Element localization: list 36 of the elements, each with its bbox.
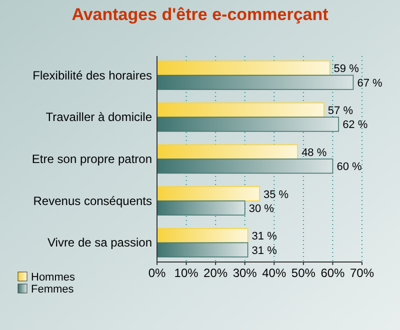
data-label: 31 % xyxy=(252,244,278,257)
x-tick-label: 50% xyxy=(291,266,316,280)
x-tick-label: 10% xyxy=(174,266,199,280)
y-tick-label: Travailler à domicile xyxy=(46,110,152,124)
chart-title: Avantages d'être e-commerçant xyxy=(72,5,329,24)
bar xyxy=(156,102,324,118)
data-label: 48 % xyxy=(302,146,327,159)
y-tick-label: Vivre de sa passion xyxy=(47,236,152,250)
y-tick-label: Etre son propre patron xyxy=(32,152,152,166)
bar xyxy=(156,74,354,90)
bar xyxy=(156,116,339,132)
x-tick-label: 30% xyxy=(232,266,258,280)
bar xyxy=(156,228,248,244)
bar xyxy=(156,242,248,258)
y-tick-label: Revenus conséquents xyxy=(33,194,152,208)
bar xyxy=(156,158,334,174)
bar xyxy=(156,60,330,76)
bar xyxy=(156,144,298,160)
data-label: 62 % xyxy=(342,119,368,132)
x-tick-label: 20% xyxy=(204,266,228,280)
data-label: 57 % xyxy=(328,105,354,118)
bar xyxy=(156,200,246,216)
legend-label: Hommes xyxy=(31,272,76,284)
y-tick-label: Flexibilité des horaires xyxy=(32,68,152,82)
x-tick-label: 60% xyxy=(320,266,346,280)
x-tick-label: 0% xyxy=(148,266,166,280)
data-label: 60 % xyxy=(336,161,362,174)
bar xyxy=(156,186,260,202)
x-tick-label: 70% xyxy=(350,266,374,280)
data-label: 67 % xyxy=(357,77,383,90)
data-label: 59 % xyxy=(334,63,360,76)
data-label: 35 % xyxy=(264,188,289,201)
legend-label: Femmes xyxy=(31,284,74,296)
x-tick-label: 40% xyxy=(262,266,286,280)
data-label: 31 % xyxy=(252,230,278,243)
data-label: 30 % xyxy=(248,202,274,215)
